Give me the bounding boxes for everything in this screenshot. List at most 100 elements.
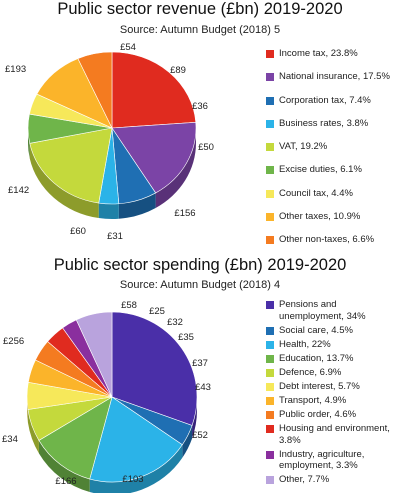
chart-subtitle: Source: Autumn Budget (2018) 5 xyxy=(119,24,281,36)
pie-slice-side xyxy=(98,203,119,219)
legend-item: Other, 7.7% xyxy=(266,474,390,486)
legend-label: Other, 7.7% xyxy=(279,474,330,486)
legend-item: VAT, 19.2% xyxy=(266,141,390,153)
legend-swatch xyxy=(266,354,274,363)
legend-item: Income tax, 23.8% xyxy=(266,48,390,60)
legend-label: Corporation tax, 7.4% xyxy=(279,94,371,106)
legend-swatch xyxy=(266,397,274,406)
pie-value-label: £43 xyxy=(195,382,211,393)
legend-item: National insurance, 17.5% xyxy=(266,71,390,83)
pie-slice-side xyxy=(118,192,156,219)
spending-chart: Public sector spending (£bn) 2019-2020 S… xyxy=(0,252,400,493)
revenue-pie: £193 £142 £60 £31 £156 £50 £36 £89 £54 xyxy=(5,42,214,242)
legend-swatch xyxy=(266,301,274,309)
legend-item: Defence, 6.9% xyxy=(266,367,390,379)
revenue-legend: Income tax, 23.8% National insurance, 17.… xyxy=(266,48,390,258)
legend-swatch xyxy=(266,73,274,82)
legend-item: Pensions and unemployment, 34% xyxy=(266,299,390,322)
legend-item: Business rates, 3.8% xyxy=(266,118,390,130)
legend-label: Debt interest, 5.7% xyxy=(279,380,360,392)
legend-swatch xyxy=(266,50,274,58)
legend-swatch xyxy=(266,236,274,245)
pie-value-label: £256 xyxy=(3,336,24,347)
legend-item: Council tax, 4.4% xyxy=(266,188,390,200)
pie-slice xyxy=(111,51,197,129)
legend-item: Excise duties, 6.1% xyxy=(266,164,390,176)
chart-title: Public sector revenue (£bn) 2019-2020 xyxy=(57,0,343,18)
legend-label: Council tax, 4.4% xyxy=(279,187,353,199)
legend-label: Other taxes, 10.9% xyxy=(279,211,361,223)
legend-swatch xyxy=(266,166,274,175)
pie-slice xyxy=(75,311,113,398)
legend-item: Other taxes, 10.9% xyxy=(266,211,390,223)
legend-label: Health, 22% xyxy=(279,338,331,350)
pie-value-label: £89 xyxy=(170,65,186,76)
legend-item: Transport, 4.9% xyxy=(266,395,390,407)
legend-item: Debt interest, 5.7% xyxy=(266,381,390,393)
pie-value-label: £52 xyxy=(192,430,208,441)
legend-swatch xyxy=(266,368,274,377)
pie-slice-side xyxy=(38,440,90,493)
pie-value-label: £193 xyxy=(5,64,26,75)
pie-slice xyxy=(77,51,113,129)
legend-swatch xyxy=(266,382,274,391)
pie-slice xyxy=(89,396,183,483)
legend-label: Transport, 4.9% xyxy=(279,395,347,407)
pie-slice-side xyxy=(155,128,196,208)
pie-value-label: £25 xyxy=(149,306,165,317)
spending-pie: £256 £34 £166 £103 £52 £43 £37 £35 £32£25 £58 xyxy=(2,300,211,493)
spending-legend: Pensions and unemployment, 34% Social care… xyxy=(266,299,390,489)
legend-swatch xyxy=(266,119,274,128)
pie-value-label: £142 xyxy=(8,185,29,196)
pie-value-label: £103 xyxy=(122,474,143,485)
legend-item: Housing and environment, 3.8% xyxy=(266,423,390,446)
legend-swatch xyxy=(266,189,274,198)
legend-label: VAT, 19.2% xyxy=(279,141,328,153)
legend-item: Corporation tax, 7.4% xyxy=(266,95,390,107)
pie-value-label: £34 xyxy=(2,434,18,445)
pie-slice-side xyxy=(29,143,99,219)
pie-value-label: £156 xyxy=(174,208,195,219)
legend-label: Income tax, 23.8% xyxy=(279,48,358,59)
pie-value-label: £31 xyxy=(107,231,123,242)
legend-label: Pensions and xyxy=(279,299,337,310)
legend-swatch xyxy=(266,411,274,420)
legend-label: Business rates, 3.8% xyxy=(279,117,369,129)
legend-label: employment, 3.3% xyxy=(279,460,358,472)
legend-item: Education, 13.7% xyxy=(266,353,390,365)
pie-slice-side xyxy=(182,425,193,458)
legend-item: Public order, 4.6% xyxy=(266,409,390,421)
pie-slice-side xyxy=(89,444,183,493)
legend-label: Public order, 4.6% xyxy=(279,409,357,421)
legend-label: Excise duties, 6.1% xyxy=(279,164,362,176)
revenue-chart: Public sector revenue (£bn) 2019-2020 So… xyxy=(5,0,390,245)
pie-value-label: £54 xyxy=(120,42,136,53)
pie-value-label: £36 xyxy=(192,101,208,112)
legend-swatch xyxy=(266,476,274,485)
legend-label: Education, 13.7% xyxy=(279,352,354,364)
pie-slice-side xyxy=(27,409,39,454)
pie-value-label: £32 xyxy=(167,317,183,328)
pie-value-label: £166 xyxy=(55,476,76,487)
legend-swatch xyxy=(266,340,274,349)
legend-swatch xyxy=(266,96,274,105)
legend-swatch xyxy=(266,326,274,335)
legend-item: Health, 22% xyxy=(266,339,390,351)
chart-subtitle: Source: Autumn Budget (2018) 4 xyxy=(119,279,281,291)
legend-swatch xyxy=(266,143,274,152)
pie-slice xyxy=(111,311,198,426)
legend-label: Other non-taxes, 6.6% xyxy=(279,234,375,246)
pie-slice xyxy=(38,396,113,480)
pie-slice xyxy=(111,121,197,194)
legend-item: Social care, 4.5% xyxy=(266,325,390,337)
legend-label: Industry, agriculture, xyxy=(279,448,365,460)
legend-label: National insurance, 17.5% xyxy=(279,71,390,83)
legend-swatch xyxy=(266,425,274,434)
chart-title: Public sector spending (£bn) 2019-2020 xyxy=(53,256,347,274)
legend-swatch xyxy=(266,213,274,222)
pie-slice-side xyxy=(28,128,30,159)
legend-item: Other non-taxes, 6.6% xyxy=(266,234,390,246)
legend-label: Housing and environment, xyxy=(279,423,390,435)
pie-value-label: £50 xyxy=(198,142,214,153)
pie-value-label: £35 xyxy=(178,332,194,343)
